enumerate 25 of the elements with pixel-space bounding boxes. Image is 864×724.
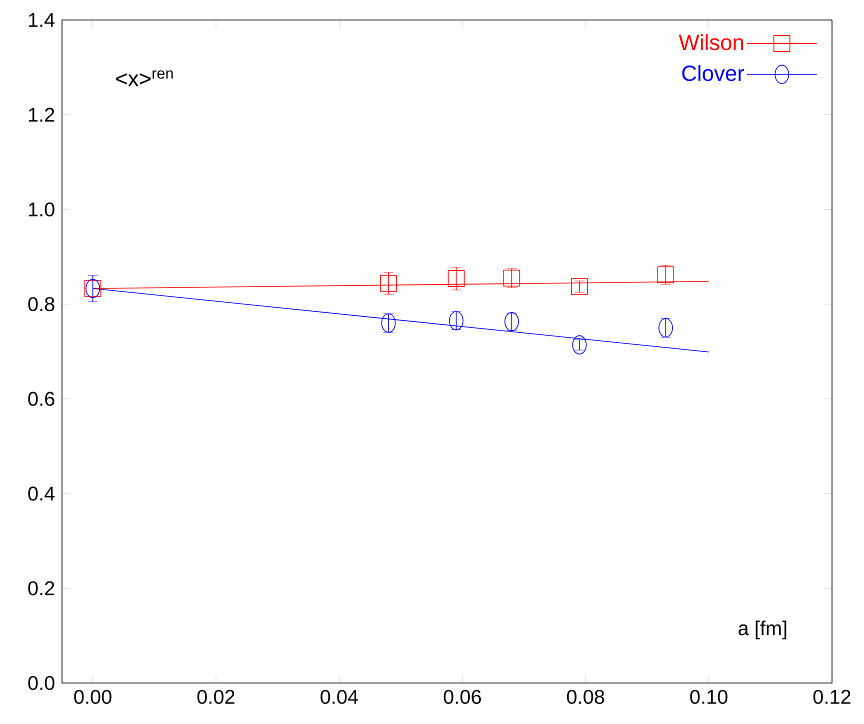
- y-tick-label: 0.8: [28, 297, 54, 312]
- legend-label: Clover: [682, 64, 744, 82]
- x-tick-label: 0.06: [444, 690, 481, 704]
- point: [657, 266, 674, 284]
- point: [503, 270, 520, 286]
- y-tick-label: 1.4: [28, 13, 55, 27]
- x-tick-label: 0.00: [74, 690, 112, 704]
- y-tick-label: 0.6: [28, 392, 54, 406]
- y-tick-label: 1.0: [28, 202, 54, 216]
- point: [571, 278, 588, 296]
- point: [448, 270, 465, 287]
- y-tick-label: 0.4: [28, 486, 55, 501]
- x-axis-title: a [fm]: [738, 620, 786, 640]
- y-tick-label: 0.0: [28, 676, 54, 690]
- annotation: <x>$^{ren}$: [116, 70, 173, 86]
- y-tick-label: 0.2: [28, 581, 54, 596]
- x-tick-label: 0.02: [197, 690, 234, 704]
- x-tick-label: 0.10: [690, 690, 728, 704]
- x-tick-label: 0.04: [320, 690, 358, 704]
- x-tick-label: 0.12: [813, 690, 850, 704]
- point: [380, 274, 397, 292]
- point: [572, 335, 587, 354]
- legend-label: Wilson: [678, 34, 744, 50]
- y-tick-label: 1.2: [28, 108, 54, 122]
- x-tick-label: 0.08: [567, 690, 604, 704]
